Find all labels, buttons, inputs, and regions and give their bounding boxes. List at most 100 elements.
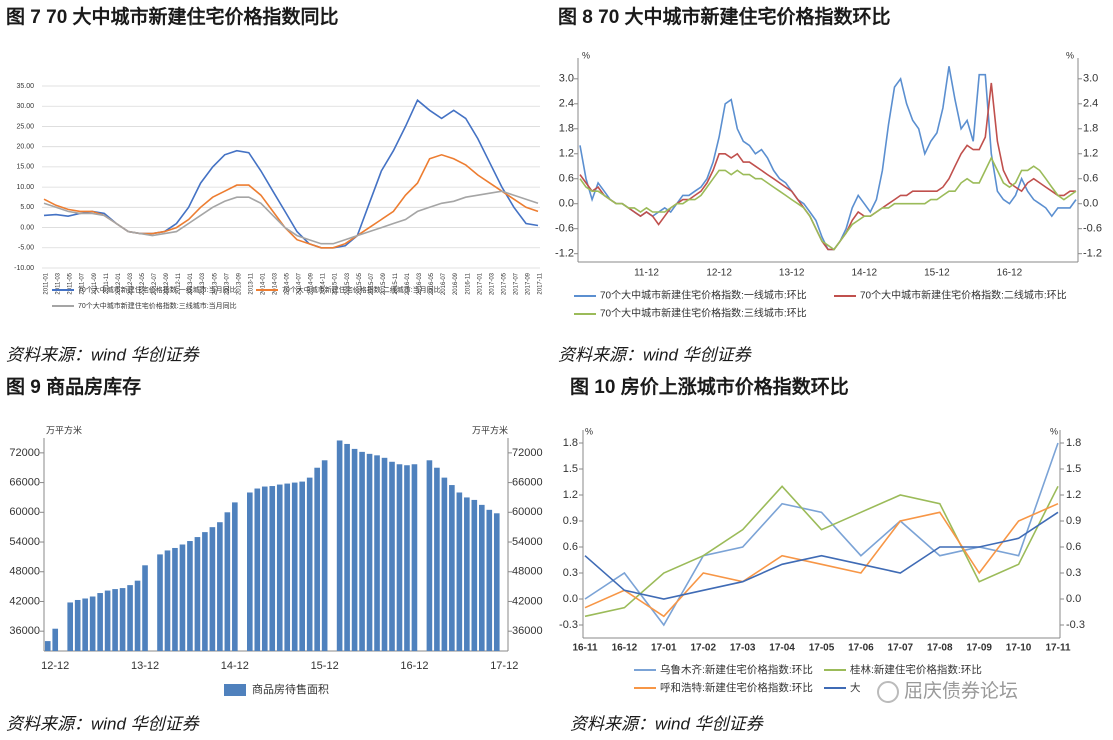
legend-label: 70个大中城市新建住宅价格指数:一线城市:当月同比 xyxy=(78,285,237,294)
y2-tick-label: -1.2 xyxy=(1083,248,1102,260)
chart-title: 图 10 房价上涨城市价格指数环比 xyxy=(570,375,849,398)
bar xyxy=(396,464,403,651)
source-note: 资料来源：wind 华创证券 xyxy=(570,714,765,733)
bar xyxy=(134,580,141,651)
y-tick-label: 60000 xyxy=(9,506,40,518)
x-tick-label: 17-02 xyxy=(690,643,716,654)
bar xyxy=(351,448,358,651)
y2-tick-label: 1.8 xyxy=(1066,437,1081,449)
x-tick-label: 2013-07 xyxy=(224,272,230,295)
x-tick-label: 2013-01 xyxy=(188,272,194,295)
bar xyxy=(321,460,328,651)
x-tick-label: 14-12 xyxy=(221,660,249,672)
bar xyxy=(142,565,148,651)
x-tick-label: 17-07 xyxy=(888,643,914,654)
x-tick-label: 2014-03 xyxy=(273,272,279,295)
y-tick-label: 30.00 xyxy=(16,103,34,110)
source-note: 资料来源：wind 华创证券 xyxy=(6,345,201,364)
x-tick-label: 2017-09 xyxy=(526,272,532,295)
bar xyxy=(202,532,208,651)
legend-label: 桂林:新建住宅价格指数:环比 xyxy=(850,663,982,676)
line-series xyxy=(584,511,1059,600)
y-tick-label: -0.6 xyxy=(555,223,574,235)
y2-tick-label: 0.0 xyxy=(1066,593,1081,605)
x-tick-label: 2011-05 xyxy=(68,272,74,294)
x-tick-label: 2012-05 xyxy=(140,272,146,295)
line-series xyxy=(579,82,1076,251)
y2-tick-label: 48000 xyxy=(512,566,543,578)
x-tick-label: 2011-03 xyxy=(56,272,62,294)
y-tick-label: 10.00 xyxy=(16,184,34,191)
bar xyxy=(479,504,485,651)
bar xyxy=(179,544,186,651)
y-tick-label: 0.6 xyxy=(563,541,578,553)
x-tick-label: 2011-01 xyxy=(44,272,50,294)
x-tick-label: 11-12 xyxy=(634,268,659,279)
x-tick-label: 2016-09 xyxy=(453,272,459,295)
y-tick-label: 1.2 xyxy=(559,148,574,160)
unit-label: % xyxy=(1066,50,1074,60)
x-tick-label: 2012-07 xyxy=(152,272,158,295)
unit-label: 万平方米 xyxy=(472,424,508,435)
x-tick-label: 17-04 xyxy=(769,643,795,654)
bar xyxy=(97,593,103,651)
bar xyxy=(44,641,51,651)
y2-tick-label: 0.3 xyxy=(1066,567,1081,579)
y-tick-label: 54000 xyxy=(9,536,40,548)
legend-label: 70个大中城市新建住宅价格指数:二线城市:环比 xyxy=(860,289,1067,302)
unit-label: % xyxy=(582,50,590,60)
bar xyxy=(456,492,463,651)
bar xyxy=(187,541,193,651)
bar xyxy=(119,588,126,651)
bar xyxy=(232,502,238,651)
bar xyxy=(194,537,201,651)
bar xyxy=(247,492,253,651)
bar xyxy=(209,527,216,651)
legend-label: 70个大中城市新建住宅价格指数:三线城市:环比 xyxy=(600,307,807,320)
line-series xyxy=(579,156,1077,251)
watermark-icon xyxy=(877,681,899,703)
x-tick-label: 17-03 xyxy=(730,643,756,654)
bar xyxy=(411,464,418,651)
bar xyxy=(172,547,178,651)
bar xyxy=(464,497,470,651)
y-tick-label: -0.3 xyxy=(559,619,578,631)
legend-label: 商品房待售面积 xyxy=(252,682,329,696)
bar xyxy=(291,482,298,651)
x-tick-label: 2017-05 xyxy=(501,272,507,295)
bar xyxy=(157,554,163,651)
bar xyxy=(359,451,365,651)
bar xyxy=(269,486,276,651)
y-tick-label: 25.00 xyxy=(16,123,34,130)
y2-tick-label: 1.2 xyxy=(1083,148,1098,160)
y-tick-label: 0.0 xyxy=(563,593,578,605)
y2-tick-label: 54000 xyxy=(512,536,543,548)
x-tick-label: 17-06 xyxy=(848,643,874,654)
y2-tick-label: 0.9 xyxy=(1066,515,1081,527)
bar xyxy=(224,512,231,651)
y-tick-label: 0.3 xyxy=(563,567,578,579)
bar xyxy=(127,585,133,651)
x-tick-label: 2015-07 xyxy=(369,272,375,295)
bar xyxy=(449,485,455,651)
x-tick-label: 15-12 xyxy=(924,268,950,279)
x-tick-label: 12-12 xyxy=(706,268,732,279)
line-series xyxy=(584,502,1059,618)
chart-title: 图 9 商品房库存 xyxy=(6,375,141,398)
x-tick-label: 12-12 xyxy=(41,660,69,672)
bar xyxy=(434,467,440,651)
y2-tick-label: 3.0 xyxy=(1083,73,1098,85)
bar xyxy=(441,477,448,651)
x-tick-label: 17-05 xyxy=(809,643,835,654)
y-tick-label: 1.8 xyxy=(563,437,578,449)
y-tick-label: -5.00 xyxy=(18,245,34,252)
bar xyxy=(52,628,59,651)
x-tick-label: 2011-09 xyxy=(92,272,98,294)
x-tick-label: 17-09 xyxy=(966,643,992,654)
x-tick-label: 16-12 xyxy=(612,643,638,654)
x-tick-label: 2015-03 xyxy=(345,272,351,295)
x-tick-label: 2016-01 xyxy=(405,272,411,295)
y2-tick-label: 72000 xyxy=(512,447,543,459)
bar xyxy=(336,440,343,651)
